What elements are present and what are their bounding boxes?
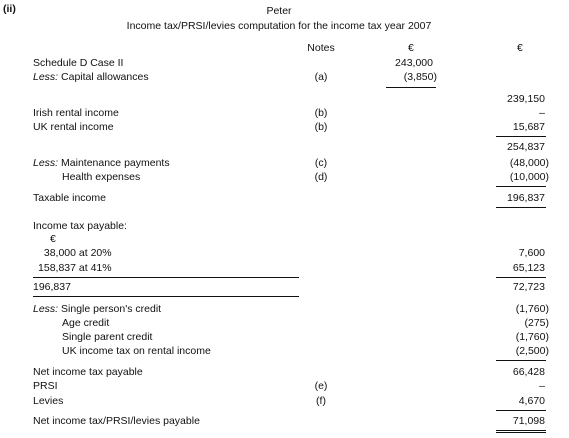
capital-allowances-amount: (3,850)	[403, 71, 437, 83]
currency-header-1: €	[408, 42, 414, 54]
tax-payable-heading: Income tax payable:	[33, 220, 127, 232]
band-1-amount: 38,000	[43, 247, 76, 259]
irish-rental-note: (b)	[314, 107, 328, 119]
maintenance-label: Less: Maintenance payments	[33, 157, 170, 170]
single-credit-label: Less: Single person's credit	[33, 303, 161, 316]
subtotal-rule	[496, 360, 546, 361]
band-total-amount: 196,837	[33, 281, 71, 293]
single-credit-text: Single person's credit	[58, 303, 162, 315]
age-credit-label: Age credit	[62, 317, 110, 329]
band-1: 38,000 at 20%	[33, 247, 112, 260]
schedule-d-amount: 243,000	[395, 57, 433, 69]
band-total-tax: 72,723	[512, 281, 545, 293]
less-prefix: Less:	[33, 303, 59, 315]
subtotal-rule	[496, 410, 546, 411]
single-parent-amount: (1,760)	[515, 331, 549, 343]
age-credit-amount: (275)	[524, 317, 549, 329]
irish-rental-label: Irish rental income	[33, 107, 119, 119]
capital-allowances-label: Less: Capital allowances	[33, 71, 149, 84]
page-title: Income tax/PRSI/levies computation for t…	[126, 20, 432, 32]
subtotal-2-amount: 254,837	[507, 141, 545, 153]
maintenance-text: Maintenance payments	[58, 157, 170, 169]
health-amount: (10,000)	[509, 171, 549, 183]
maintenance-amount: (48,000)	[509, 157, 549, 169]
subtotal-1-amount: 239,150	[507, 93, 545, 105]
net-total-label: Net income tax/PRSI/levies payable	[33, 415, 200, 427]
taxable-label: Taxable income	[33, 192, 106, 204]
levies-amount: 4,670	[518, 395, 545, 407]
uk-rental-label: UK rental income	[33, 121, 114, 133]
subtotal-rule	[386, 87, 436, 88]
health-note: (d)	[314, 171, 328, 183]
taxable-amount: 196,837	[507, 192, 545, 204]
band-currency: €	[50, 233, 56, 245]
net-tax-label: Net income tax payable	[33, 366, 143, 378]
band-total-rule	[33, 296, 299, 297]
capital-allowances-note: (a)	[314, 71, 328, 83]
capital-allowances-text: Capital allowances	[58, 71, 149, 83]
total-rule	[496, 207, 546, 208]
less-prefix: Less:	[33, 71, 59, 83]
uk-tax-amount: (2,500)	[515, 345, 549, 357]
levies-label: Levies	[33, 395, 64, 407]
net-total-amount: 71,098	[512, 415, 545, 427]
subtotal-rule	[496, 186, 546, 187]
schedule-d-label: Schedule D Case II	[33, 57, 124, 69]
irish-rental-amount: –	[539, 107, 545, 119]
currency-header-2: €	[517, 42, 523, 54]
taxpayer-name: Peter	[266, 5, 292, 17]
prsi-label: PRSI	[33, 380, 58, 392]
band-2-amount: 158,837	[38, 262, 76, 274]
band-1-rate: at 20%	[76, 247, 112, 259]
levies-note: (f)	[316, 395, 326, 407]
notes-header: Notes	[307, 42, 335, 54]
band-1-tax: 7,600	[518, 247, 545, 259]
net-tax-amount: 66,428	[512, 366, 545, 378]
uk-tax-label: UK income tax on rental income	[62, 345, 211, 357]
band-rule	[33, 277, 299, 278]
health-label: Health expenses	[62, 171, 141, 183]
grand-total-rule-double	[496, 432, 546, 433]
grand-total-rule	[496, 430, 546, 431]
prsi-amount: –	[539, 380, 545, 392]
less-prefix: Less:	[33, 157, 59, 169]
band-2: 158,837 at 41%	[33, 262, 112, 275]
band-2-rate: at 41%	[76, 262, 112, 274]
section-marker: (ii)	[3, 3, 16, 15]
uk-rental-note: (b)	[314, 121, 328, 133]
subtotal-rule	[496, 277, 546, 278]
band-2-tax: 65,123	[512, 262, 545, 274]
uk-rental-amount: 15,687	[512, 121, 545, 133]
single-credit-amount: (1,760)	[515, 303, 549, 315]
subtotal-rule	[496, 136, 546, 137]
single-parent-label: Single parent credit	[62, 331, 153, 343]
prsi-note: (e)	[314, 380, 328, 392]
maintenance-note: (c)	[314, 157, 328, 169]
